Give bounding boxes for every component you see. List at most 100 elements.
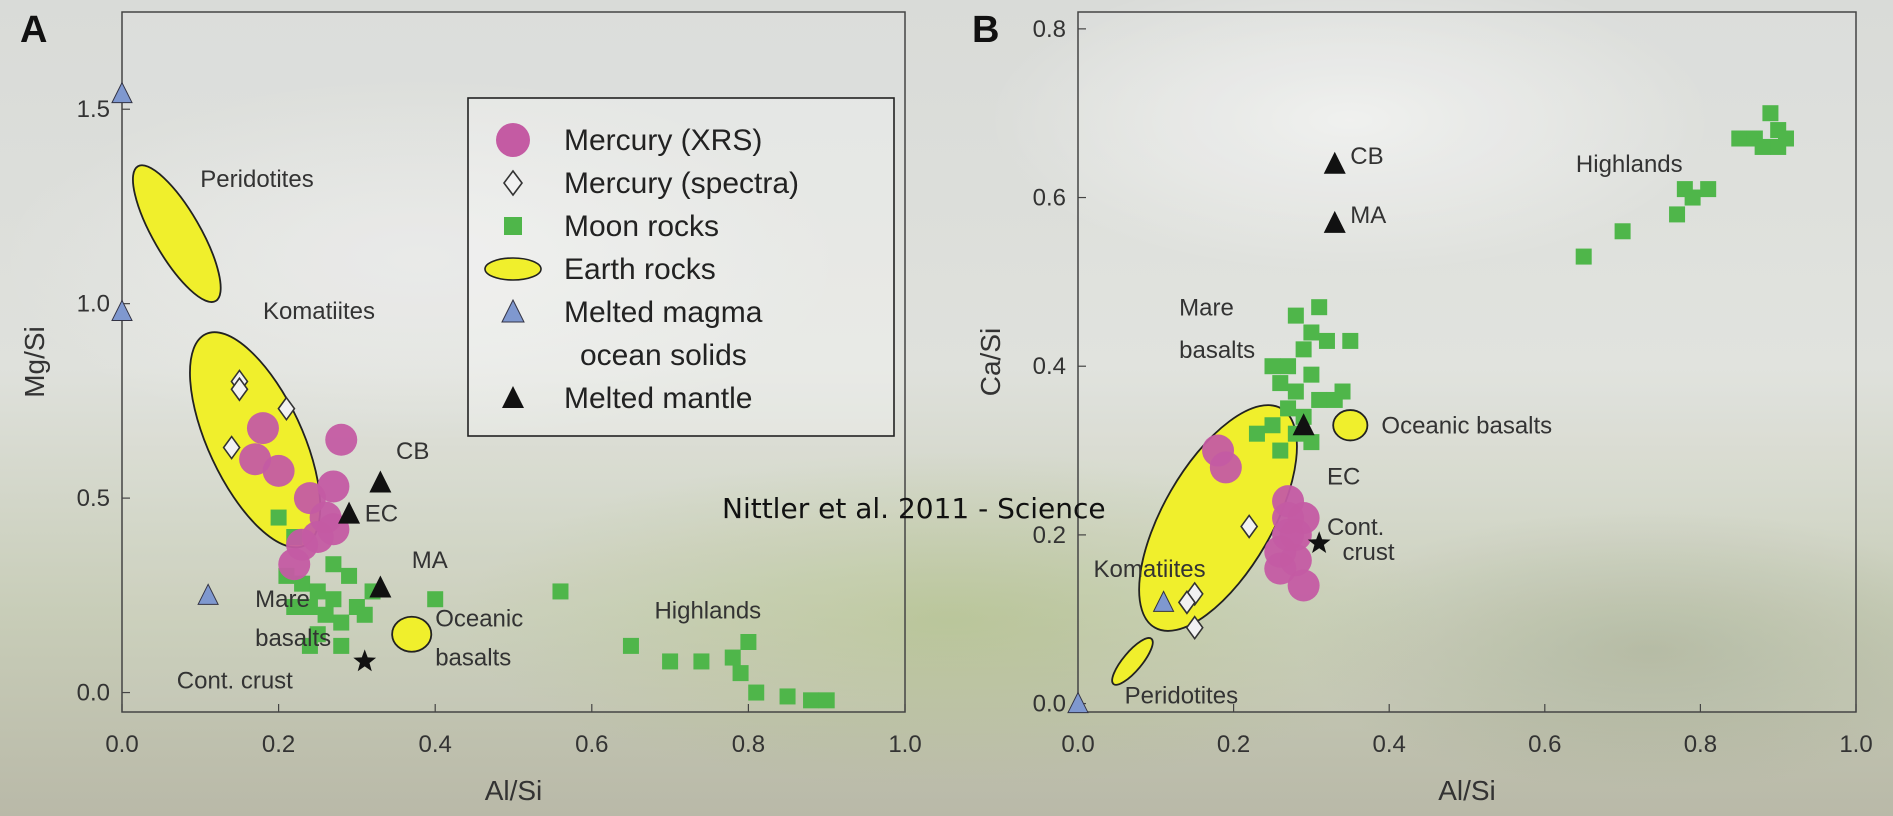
annotation-label: basalts: [1179, 337, 1255, 364]
moon-rock-point: [552, 583, 569, 600]
moon-rock-point: [1303, 366, 1320, 383]
moon-rock-point: [740, 634, 757, 650]
moon-rock-point: [1669, 206, 1686, 223]
x-tick-label: 0.8: [732, 731, 765, 758]
mercury-xrs-point: [1279, 544, 1312, 577]
moon-rock-point: [1614, 223, 1631, 240]
annotation-label: Peridotites: [200, 166, 313, 193]
magma-ocean-point: [111, 299, 133, 321]
annotation-label: basalts: [435, 644, 511, 671]
moon-rock-point: [1248, 425, 1265, 442]
melted-mantle-point: [369, 575, 392, 598]
moon-rock-point: [427, 591, 444, 608]
legend-moon-rock-icon: [504, 217, 522, 235]
moon-rock-point: [333, 614, 350, 631]
annotation-label: Mare: [1179, 295, 1234, 322]
earth-rock-ellipse: [391, 615, 433, 653]
mercury-xrs-point: [1272, 485, 1305, 518]
moon-rock-point: [1287, 307, 1304, 324]
melted-mantle-point: [1323, 151, 1346, 174]
annotation-label: basalts: [255, 625, 331, 652]
x-tick-label: 0.6: [575, 731, 608, 758]
annotation-label: Cont. crust: [177, 668, 293, 695]
moon-rock-point: [1754, 138, 1771, 155]
melted-mantle-point: [1292, 413, 1315, 436]
moon-rock-point: [732, 665, 749, 682]
moon-rock-point: [341, 567, 358, 584]
y-tick-label: 0.5: [77, 485, 110, 512]
moon-rock-point: [748, 684, 765, 701]
moon-rock-point: [286, 599, 303, 615]
x-axis-label: Al/Si: [485, 775, 543, 806]
annotation-label: MA: [1350, 202, 1386, 229]
panel-b: 0.0 0.2 0.4 0.6 0.8 1.0 0.0 0.2 0.4 0.6 0.8 Al/Si Ca…: [972, 9, 1873, 806]
y-tick-label: 0.6: [1033, 185, 1066, 212]
x-tick-label: 0.0: [105, 731, 138, 758]
y-tick-label: 1.5: [77, 96, 110, 123]
annotation-label: Komatiites: [1094, 556, 1206, 583]
moon-rock-point: [1731, 130, 1748, 147]
moon-rock-point: [1311, 391, 1328, 408]
melted-mantle-point: [1323, 210, 1346, 233]
moon-rock-point: [1303, 434, 1320, 451]
moon-rock-point: [803, 692, 820, 709]
y-tick-label: 0.0: [1033, 691, 1066, 718]
mercury-spectra-point: [1185, 615, 1204, 641]
annotation-label: CB: [396, 438, 429, 465]
moon-rock-point: [333, 637, 350, 654]
moon-rock-point: [301, 599, 318, 615]
moon-rock-point: [1575, 248, 1592, 265]
moon-rock-point: [1264, 417, 1281, 434]
moon-rock-point: [1770, 138, 1787, 155]
moon-rock-point: [1318, 332, 1335, 349]
moon-rock-point: [662, 653, 679, 670]
moon-rock-point: [270, 509, 287, 526]
x-axis-label: Al/Si: [1438, 775, 1496, 806]
y-tick-label: 0.8: [1033, 16, 1066, 43]
continental-crust-point: [1307, 531, 1331, 553]
earth-rock-ellipse: [1111, 637, 1154, 686]
earth-rock-ellipse: [132, 164, 222, 303]
moon-rock-point: [1303, 324, 1320, 341]
y-tick-label: 0.0: [77, 680, 110, 707]
moon-rock-point: [1264, 358, 1281, 375]
melted-mantle-point: [338, 501, 361, 524]
moon-rock-point: [1272, 375, 1289, 392]
y-axis-label: Mg/Si: [19, 326, 50, 398]
x-tick-label: 0.4: [419, 731, 452, 758]
moon-rock-point: [1287, 383, 1304, 400]
panel-label: A: [20, 9, 47, 51]
moon-rock-point: [325, 591, 342, 608]
mercury-spectra-point: [230, 376, 249, 402]
melted-mantle-point: [369, 470, 392, 493]
x-tick-label: 1.0: [888, 731, 921, 758]
moon-rock-point: [1700, 181, 1717, 198]
legend-label: ocean solids: [580, 339, 747, 372]
mercury-xrs-point: [1287, 569, 1320, 602]
moon-rock-point: [317, 606, 334, 623]
annotation-label: Komatiites: [263, 298, 375, 325]
annotation-label: crust: [1343, 539, 1395, 566]
moon-rock-point: [1342, 332, 1359, 349]
x-tick-label: 1.0: [1839, 731, 1872, 758]
mercury-xrs-point: [1209, 451, 1242, 484]
moon-rock-point: [1334, 383, 1351, 400]
moon-rock-point: [356, 606, 373, 623]
moon-rock-point: [779, 688, 796, 705]
moon-rock-point: [1280, 400, 1297, 417]
annotation-label: Cont.: [1327, 514, 1384, 541]
annotation-label: Peridotites: [1125, 683, 1238, 710]
mercury-spectra-point: [1177, 590, 1196, 615]
moon-rock-point: [1272, 442, 1289, 459]
continental-crust-point: [353, 649, 377, 672]
legend-magma-ocean-icon: [501, 298, 525, 323]
x-tick-label: 0.2: [262, 731, 295, 758]
magma-ocean-point: [111, 81, 133, 104]
x-tick-label: 0.0: [1061, 731, 1094, 758]
legend-label: Mercury (spectra): [564, 167, 799, 200]
legend-label: Earth rocks: [564, 253, 716, 286]
moon-rock-point: [724, 649, 741, 666]
legend-earth-rock-icon: [484, 257, 542, 281]
moon-rock-point: [1295, 341, 1312, 358]
moon-rock-point: [301, 637, 318, 654]
